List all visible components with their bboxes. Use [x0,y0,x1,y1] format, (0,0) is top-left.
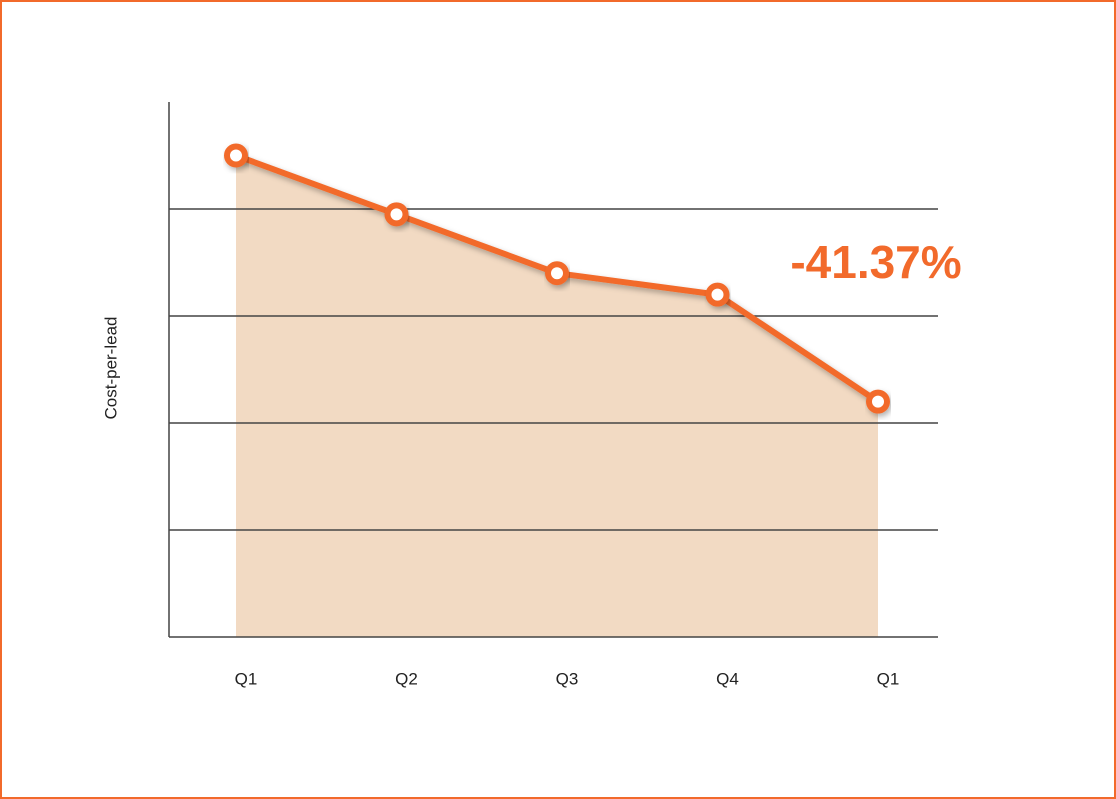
y-axis-label: Cost-per-lead [101,317,120,420]
x-tick-label: Q3 [556,669,579,688]
x-tick-label: Q4 [716,669,739,688]
x-tick-label: Q1 [235,669,258,688]
marker [705,282,730,307]
marker [866,389,890,414]
marker [384,202,409,227]
annotation: -41.37% [790,236,961,288]
x-tick-label: Q1 [877,669,900,688]
marker [224,143,248,168]
x-tick-label: Q2 [395,669,418,688]
plot-area: Q1 Q2 Q3 Q4 Q1 [168,102,938,688]
marker [545,261,569,286]
area [236,155,878,637]
